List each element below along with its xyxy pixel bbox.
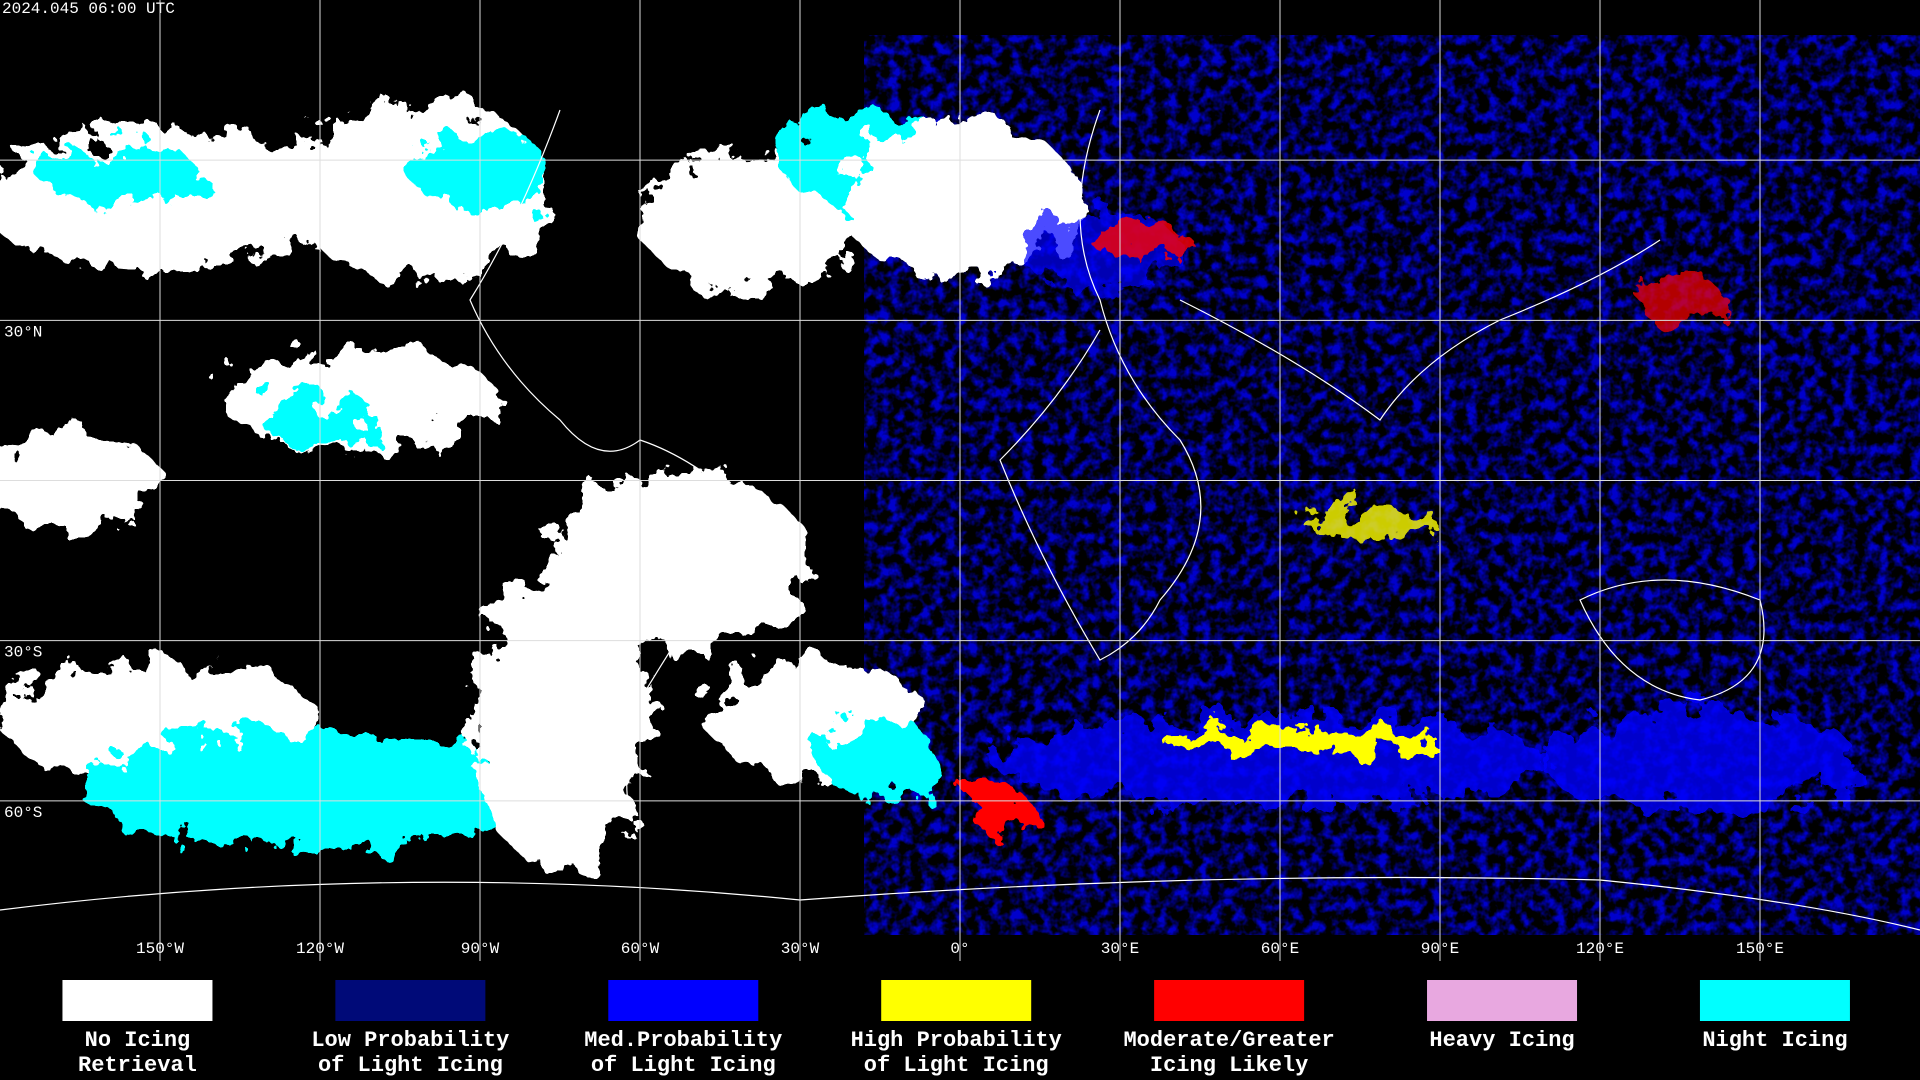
timestamp: 2024.045 06:00 UTC <box>2 0 175 18</box>
legend-label: Heavy Icing <box>1429 1028 1574 1053</box>
legend-swatch <box>1427 980 1578 1021</box>
lon-label: 30°E <box>1101 940 1139 958</box>
lon-label: 120°E <box>1576 940 1624 958</box>
legend-label: Retrieval <box>78 1053 197 1078</box>
lon-label: 30°W <box>781 940 820 958</box>
legend-label: Night Icing <box>1702 1028 1847 1053</box>
legend-label: Med.Probability <box>584 1028 782 1053</box>
legend-swatch <box>1699 980 1850 1021</box>
legend-swatch <box>335 980 486 1021</box>
legend-swatch <box>608 980 759 1021</box>
legend-label: Icing Likely <box>1150 1053 1308 1078</box>
lon-label: 150°E <box>1736 940 1784 958</box>
legend-swatch <box>1154 980 1305 1021</box>
lat-label: 60°S <box>4 804 42 822</box>
lon-label: 60°W <box>621 940 660 958</box>
legend-swatch <box>881 980 1032 1021</box>
lon-label: 90°W <box>461 940 500 958</box>
lon-label: 120°W <box>296 940 344 958</box>
lon-label: 150°W <box>136 940 184 958</box>
lat-label: 30°N <box>4 323 42 341</box>
lon-label: 60°E <box>1261 940 1299 958</box>
legend-label: Low Probability <box>311 1028 509 1053</box>
legend-label: of Light Icing <box>591 1053 776 1078</box>
lon-label: 90°E <box>1421 940 1459 958</box>
legend-swatch <box>62 980 213 1021</box>
legend-label: of Light Icing <box>864 1053 1049 1078</box>
legend-label: No Icing <box>85 1028 191 1053</box>
legend-label: High Probability <box>851 1028 1062 1053</box>
legend-label: Moderate/Greater <box>1123 1028 1334 1053</box>
lat-label: 30°S <box>4 644 42 662</box>
legend-label: of Light Icing <box>318 1053 503 1078</box>
lon-label: 0° <box>950 940 969 958</box>
